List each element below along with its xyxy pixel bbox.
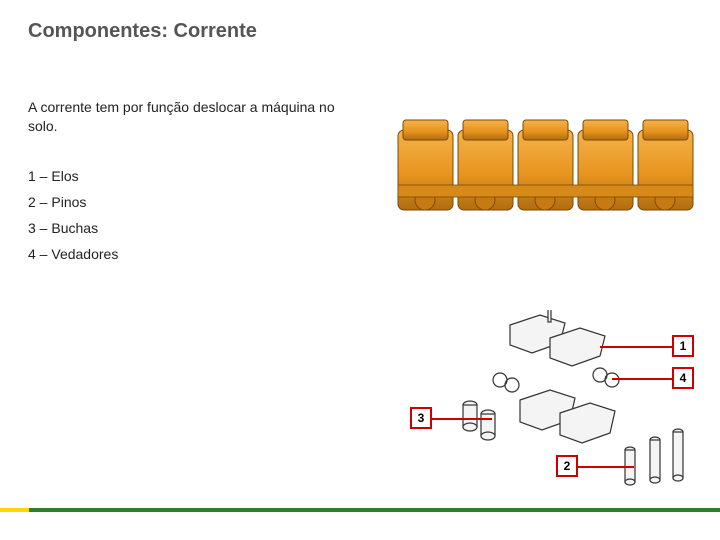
label-2: 2 [556,455,578,477]
label-1: 1 [672,335,694,357]
component-list: 1 – Elos 2 – Pinos 3 – Buchas 4 – Vedado… [28,168,118,272]
item-label: Elos [51,168,78,184]
connector-1 [600,346,672,348]
list-item: 1 – Elos [28,168,118,184]
chain-illustration [388,90,700,260]
list-item: 4 – Vedadores [28,246,118,262]
list-item: 2 – Pinos [28,194,118,210]
connector-4 [612,378,672,380]
label-4: 4 [672,367,694,389]
item-num: 2 [28,194,36,210]
list-item: 3 – Buchas [28,220,118,236]
subtitle-text: A corrente tem por função deslocar a máq… [28,98,358,136]
footer-stripe [0,508,720,512]
item-num: 3 [28,220,36,236]
item-label: Buchas [51,220,98,236]
item-label: Vedadores [51,246,118,262]
connector-2 [578,466,634,468]
label-3: 3 [410,407,432,429]
item-num: 1 [28,168,36,184]
connector-3 [432,418,492,420]
item-label: Pinos [51,194,86,210]
exploded-diagram [400,310,700,490]
item-num: 4 [28,246,36,262]
page-title: Componentes: Corrente [28,20,257,43]
